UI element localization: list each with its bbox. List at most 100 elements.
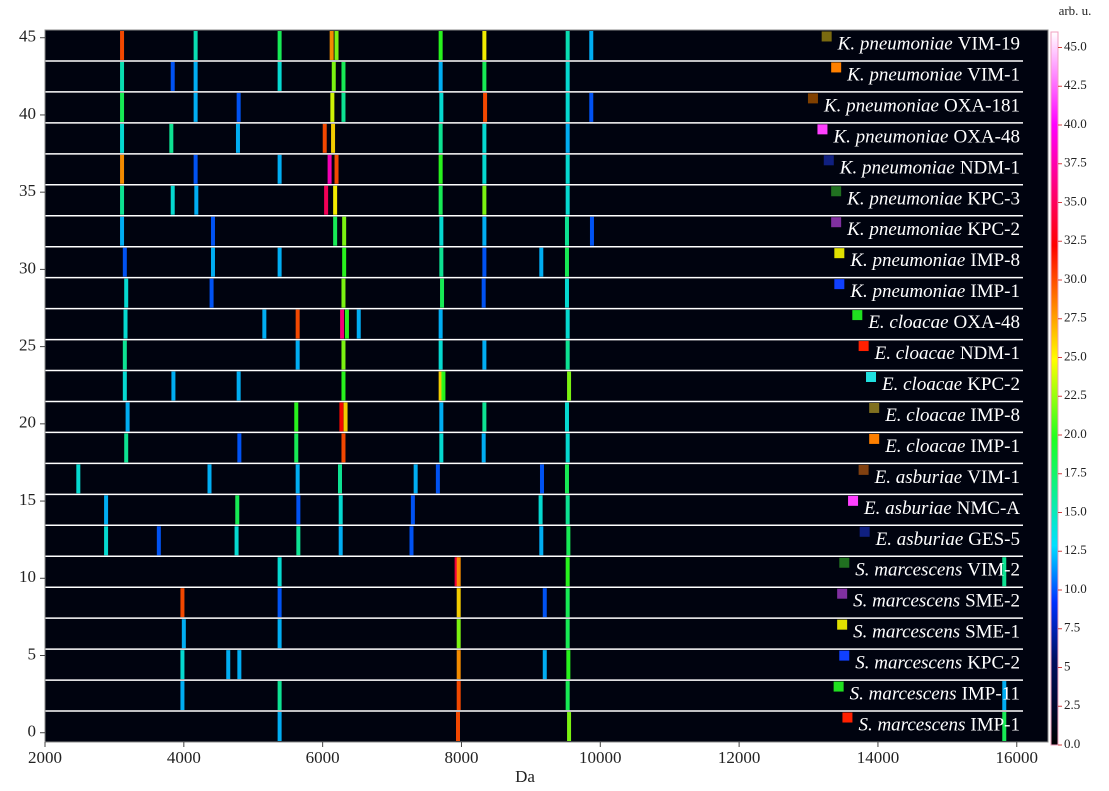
colorbar-title: arb. u. [1059, 3, 1092, 18]
legend-label: E. asburiaeVIM-1 [874, 467, 1020, 488]
peak [566, 557, 570, 586]
peak [457, 588, 461, 617]
strain: VIM-1 [967, 65, 1020, 86]
peak [414, 464, 418, 493]
peak [194, 186, 198, 215]
peak [566, 124, 570, 153]
colorbar-tick-label: 37.5 [1064, 155, 1087, 170]
legend-swatch [869, 434, 879, 444]
strain: OXA-48 [954, 312, 1021, 333]
colorbar-tick-label: 25.0 [1064, 348, 1087, 363]
peak [439, 433, 443, 462]
legend-label: K. pneumoniaeKPC-2 [846, 220, 1020, 241]
strain: SME-2 [965, 591, 1020, 612]
peak [194, 93, 198, 122]
species: S. marcescens [853, 591, 960, 612]
peak [262, 310, 266, 339]
legend-label: K. pneumoniaeIMP-1 [849, 281, 1020, 302]
peak [482, 279, 486, 308]
colorbar-tick-label: 12.5 [1064, 542, 1087, 557]
y-tick-label: 45 [19, 27, 36, 46]
peak [332, 62, 336, 91]
legend-label: K. pneumoniaeVIM-19 [837, 34, 1020, 55]
peak [482, 62, 486, 91]
peak [566, 341, 570, 370]
y-tick-label: 40 [19, 104, 36, 123]
peak [210, 279, 214, 308]
peak [296, 526, 300, 555]
species: K. pneumoniae [846, 220, 962, 241]
legend-swatch [859, 465, 869, 475]
peak [482, 31, 486, 60]
colorbar [1051, 32, 1058, 745]
peak [565, 217, 569, 246]
peak [339, 526, 343, 555]
species: E. cloacae [884, 405, 965, 426]
peak [566, 93, 570, 122]
species: K. pneumoniae [823, 96, 939, 117]
peak [236, 124, 240, 153]
peak [589, 31, 593, 60]
legend-swatch [808, 93, 818, 103]
legend-swatch [869, 403, 879, 413]
peak [341, 62, 345, 91]
x-tick-label: 6000 [306, 748, 340, 767]
peak [278, 557, 282, 586]
species: K. pneumoniae [846, 65, 962, 86]
peak [323, 124, 327, 153]
peak [237, 372, 241, 401]
y-tick-label: 10 [19, 567, 36, 586]
peak [342, 248, 346, 277]
colorbar-tick-label: 27.5 [1064, 310, 1087, 325]
peak [341, 93, 345, 122]
peak [76, 464, 80, 493]
peak [482, 402, 486, 431]
peak [439, 310, 443, 339]
peak [566, 526, 570, 555]
legend-label: S. marcescensIMP-11 [850, 684, 1020, 705]
colorbar-tick-label: 17.5 [1064, 465, 1087, 480]
x-tick-label: 14000 [857, 748, 900, 767]
peak [457, 557, 461, 586]
peak [296, 310, 300, 339]
peak [278, 712, 282, 741]
peak [339, 495, 343, 524]
peak [482, 217, 486, 246]
species: E. asburiae [875, 529, 964, 550]
strain: IMP-8 [970, 251, 1020, 272]
peak [171, 186, 175, 215]
strain: IMP-1 [970, 715, 1020, 736]
peak [345, 310, 349, 339]
peak [456, 712, 460, 741]
strain: VIM-1 [967, 467, 1020, 488]
peak [566, 619, 570, 648]
strain: OXA-48 [954, 127, 1021, 148]
peak [157, 526, 161, 555]
strain: OXA-181 [944, 96, 1020, 117]
peak [123, 248, 127, 277]
strain: IMP-8 [970, 405, 1020, 426]
colorbar-tick-label: 30.0 [1064, 271, 1087, 286]
peak [333, 186, 337, 215]
peak [566, 650, 570, 679]
legend-swatch [834, 279, 844, 289]
peak [340, 310, 344, 339]
legend-swatch [842, 713, 852, 723]
y-tick-label: 35 [19, 181, 36, 200]
species: E. cloacae [867, 312, 948, 333]
peak [566, 681, 570, 710]
peak [194, 155, 198, 184]
peak [457, 619, 461, 648]
species: S. marcescens [853, 622, 960, 643]
legend-swatch [834, 248, 844, 258]
colorbar-tick-label: 42.5 [1064, 77, 1087, 92]
peak [566, 155, 570, 184]
peak [341, 341, 345, 370]
x-tick-label: 8000 [444, 748, 478, 767]
peak [123, 372, 127, 401]
peak [237, 650, 241, 679]
